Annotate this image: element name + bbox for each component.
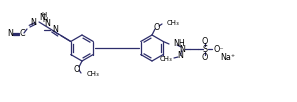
Text: N: N xyxy=(179,44,185,54)
Text: N: N xyxy=(30,18,36,27)
Text: N: N xyxy=(52,26,58,34)
Text: H: H xyxy=(41,12,46,18)
Text: N: N xyxy=(39,13,45,22)
Text: N: N xyxy=(44,19,50,28)
Text: O: O xyxy=(202,53,208,62)
Text: O⁻: O⁻ xyxy=(214,44,225,54)
Text: N: N xyxy=(7,29,13,38)
Text: CH₃: CH₃ xyxy=(87,71,100,77)
Text: NH: NH xyxy=(173,39,185,48)
Text: CH₃: CH₃ xyxy=(167,20,180,26)
Text: H: H xyxy=(42,18,48,23)
Text: CH₃: CH₃ xyxy=(159,56,172,62)
Text: O: O xyxy=(74,64,80,74)
Text: C: C xyxy=(19,29,25,38)
Text: Na⁺: Na⁺ xyxy=(220,54,235,63)
Text: O: O xyxy=(202,37,208,45)
Text: O: O xyxy=(154,23,160,32)
Text: S: S xyxy=(203,44,208,54)
Text: N: N xyxy=(177,52,183,60)
